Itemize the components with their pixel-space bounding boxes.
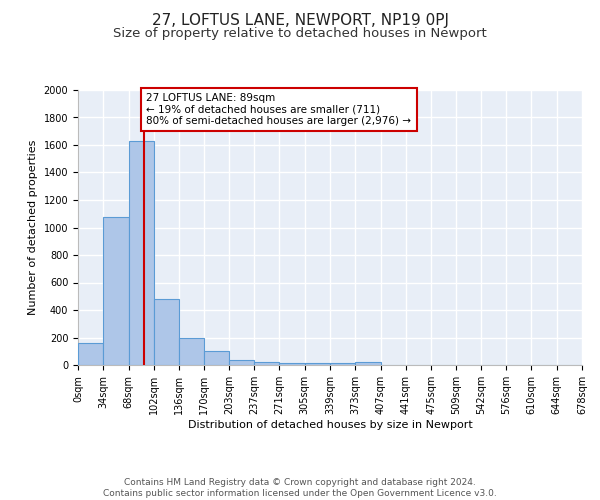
Bar — [330, 363, 355, 365]
Text: Size of property relative to detached houses in Newport: Size of property relative to detached ho… — [113, 28, 487, 40]
Bar — [179, 338, 205, 365]
Bar — [254, 362, 280, 365]
Bar — [280, 363, 305, 365]
Bar — [305, 363, 330, 365]
Bar — [205, 351, 229, 365]
Bar — [78, 343, 103, 365]
X-axis label: Distribution of detached houses by size in Newport: Distribution of detached houses by size … — [188, 420, 472, 430]
Bar — [128, 141, 154, 365]
Bar — [355, 362, 380, 365]
Y-axis label: Number of detached properties: Number of detached properties — [28, 140, 38, 315]
Text: Contains HM Land Registry data © Crown copyright and database right 2024.
Contai: Contains HM Land Registry data © Crown c… — [103, 478, 497, 498]
Bar — [154, 299, 179, 365]
Text: 27, LOFTUS LANE, NEWPORT, NP19 0PJ: 27, LOFTUS LANE, NEWPORT, NP19 0PJ — [151, 12, 449, 28]
Bar — [229, 360, 254, 365]
Bar — [103, 216, 128, 365]
Text: 27 LOFTUS LANE: 89sqm
← 19% of detached houses are smaller (711)
80% of semi-det: 27 LOFTUS LANE: 89sqm ← 19% of detached … — [146, 93, 412, 126]
